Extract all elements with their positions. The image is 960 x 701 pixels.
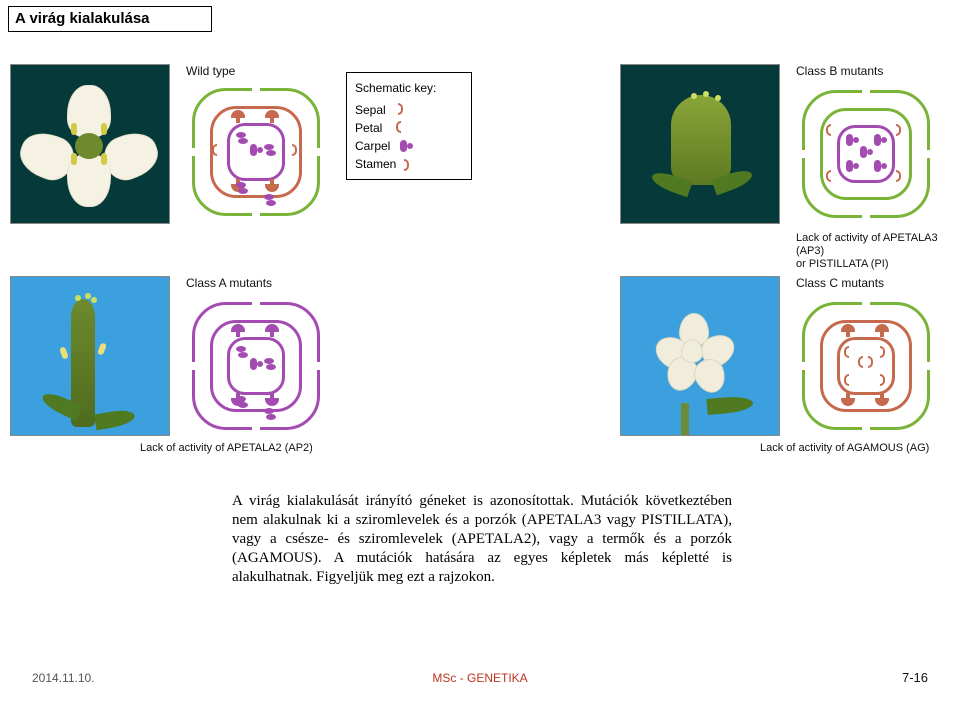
key-glyph-sepal [394, 103, 412, 117]
key-row-sepal: Sepal [355, 101, 463, 119]
key-glyph-petal [390, 121, 408, 135]
body-paragraph: A virág kialakulását irányító géneket is… [232, 492, 732, 587]
label-wild-type: Wild type [186, 64, 235, 78]
label-lack-b-line1: Lack of activity of APETALA3 (AP3) [796, 232, 938, 257]
key-label-sepal: Sepal [355, 101, 386, 119]
schematic-class-a [186, 296, 326, 436]
schematic-key: Schematic key: Sepal Petal Carpel [346, 72, 472, 180]
key-label-stamen: Stamen [355, 155, 396, 173]
page-title: A virág kialakulása [8, 6, 212, 32]
key-row-carpel: Carpel [355, 137, 463, 155]
schematic-class-b [796, 84, 936, 224]
key-row-petal: Petal [355, 119, 463, 137]
footer-course: MSc - GENETIKA [0, 671, 960, 685]
label-lack-a: Lack of activity of APETALA2 (AP2) [140, 442, 313, 455]
key-glyph-stamen [404, 157, 422, 171]
label-lack-c: Lack of activity of AGAMOUS (AG) [760, 442, 929, 455]
photo-wild-type [10, 64, 170, 224]
key-glyph-carpel [398, 139, 416, 153]
key-label-petal: Petal [355, 119, 382, 137]
label-lack-b-line2: or PISTILLATA (PI) [796, 258, 889, 270]
key-row-stamen: Stamen [355, 155, 463, 173]
label-lack-b: Lack of activity of APETALA3 (AP3) or PI… [796, 232, 960, 271]
label-class-b: Class B mutants [796, 64, 883, 78]
photo-class-a [10, 276, 170, 436]
footer-page: 7-16 [902, 670, 928, 685]
label-class-c: Class C mutants [796, 276, 884, 290]
key-label-carpel: Carpel [355, 137, 390, 155]
key-heading: Schematic key: [355, 79, 463, 97]
schematic-wild-type [186, 82, 326, 222]
figure-grid: Wild type Schematic key: S [10, 44, 950, 454]
slide-page: A virág kialakulása Wild type [0, 0, 960, 701]
photo-class-c [620, 276, 780, 436]
schematic-class-c [796, 296, 936, 436]
label-class-a: Class A mutants [186, 276, 272, 290]
photo-class-b [620, 64, 780, 224]
